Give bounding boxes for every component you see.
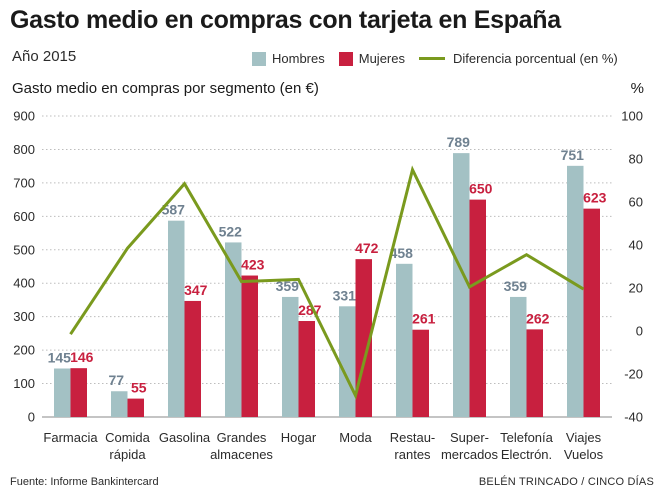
data-label-mujeres: 262	[526, 310, 550, 326]
right-axis-unit: %	[630, 80, 644, 97]
data-label-hombres: 522	[219, 223, 243, 239]
bar-hombres	[453, 153, 470, 417]
x-tick-label: Comida	[105, 430, 151, 445]
y2-tick-label: 20	[629, 281, 643, 296]
data-label-mujeres: 423	[241, 257, 265, 273]
y-tick-label: 200	[13, 343, 35, 358]
series-line-diferencia	[69, 165, 585, 400]
data-label-hombres: 587	[162, 202, 186, 218]
source-note: Fuente: Informe Bankintercard	[10, 476, 159, 488]
data-label-hombres: 789	[447, 134, 471, 150]
chart-subtitle: Año 2015	[12, 48, 77, 65]
y-tick-label: 500	[13, 242, 35, 257]
legend-swatch-diff	[419, 57, 445, 60]
data-label-mujeres: 261	[412, 311, 436, 327]
data-label-mujeres: 650	[469, 181, 493, 197]
bar-mujeres	[583, 208, 600, 417]
data-label-hombres: 77	[108, 372, 124, 388]
data-label-hombres: 458	[390, 245, 414, 261]
x-tick-label: Hogar	[281, 430, 317, 445]
data-label-mujeres: 623	[583, 190, 607, 206]
y-tick-label: 700	[13, 175, 35, 190]
y2-tick-label: -40	[624, 410, 643, 425]
data-label-hombres: 359	[504, 278, 528, 294]
author-credit: BELÉN TRINCADO / CINCO DÍAS	[478, 476, 654, 488]
data-label-hombres: 751	[561, 147, 585, 163]
legend-swatch-women	[338, 51, 353, 66]
bar-mujeres	[127, 398, 144, 417]
x-tick-label: almacenes	[210, 447, 273, 462]
x-tick-label: Vuelos	[564, 447, 604, 462]
bar-hombres	[168, 220, 185, 417]
x-tick-label: Super-	[450, 430, 489, 445]
x-tick-label: mercados	[441, 447, 499, 462]
y-tick-label: 300	[13, 309, 35, 324]
x-tick-label: Gasolina	[159, 430, 211, 445]
data-label-hombres: 359	[276, 278, 300, 294]
data-label-mujeres: 146	[70, 349, 94, 365]
bar-hombres	[567, 165, 584, 417]
legend-label-diff: Diferencia porcentual (en %)	[453, 51, 618, 66]
y-tick-label: 100	[13, 376, 35, 391]
y-tick-label: 600	[13, 209, 35, 224]
legend-item-women: Mujeres	[338, 51, 405, 66]
bar-mujeres	[412, 329, 429, 417]
x-tick-label: Grandes	[217, 430, 267, 445]
y2-tick-label: -20	[624, 367, 643, 382]
y2-tick-label: 60	[629, 195, 643, 210]
y2-tick-label: 40	[629, 238, 643, 253]
bar-mujeres	[70, 368, 87, 417]
bar-hombres	[339, 306, 356, 417]
plot-title: Gasto medio en compras por segmento (en …	[12, 80, 319, 97]
bar-hombres	[282, 296, 299, 417]
x-tick-label: Telefonía	[500, 430, 554, 445]
legend-item-men: Hombres	[252, 51, 325, 66]
y2-tick-label: 100	[621, 109, 643, 124]
y2-tick-label: 0	[636, 324, 643, 339]
legend: Hombres Mujeres Diferencia porcentual (e…	[252, 51, 632, 66]
bar-mujeres	[526, 329, 543, 417]
data-label-mujeres: 347	[184, 282, 208, 298]
legend-swatch-men	[252, 51, 266, 66]
y-tick-label: 900	[13, 109, 35, 124]
x-tick-label: Viajes	[566, 430, 602, 445]
data-label-hombres: 331	[333, 287, 357, 303]
bar-mujeres	[469, 199, 486, 417]
x-tick-label: rápida	[109, 447, 146, 462]
bar-hombres	[111, 391, 128, 417]
x-tick-label: Electrón.	[501, 447, 552, 462]
bar-hombres	[54, 368, 71, 417]
bar-mujeres	[184, 300, 201, 417]
bar-hombres	[396, 263, 413, 417]
x-tick-label: Moda	[339, 430, 372, 445]
bar-hombres	[510, 296, 527, 417]
data-label-mujeres: 55	[131, 380, 147, 396]
bar-hombres	[225, 242, 242, 417]
x-tick-label: rantes	[394, 447, 431, 462]
bar-mujeres	[298, 321, 315, 417]
legend-label-women: Mujeres	[358, 51, 405, 66]
data-label-mujeres: 472	[355, 240, 379, 256]
legend-label-men: Hombres	[272, 51, 325, 66]
y2-tick-label: 80	[629, 152, 643, 167]
legend-item-diff: Diferencia porcentual (en %)	[419, 51, 618, 66]
data-label-hombres: 145	[48, 350, 72, 366]
chart-title: Gasto medio en compras con tarjeta en Es…	[10, 6, 561, 34]
y-tick-label: 0	[28, 410, 35, 425]
x-tick-label: Restau-	[390, 430, 436, 445]
y-tick-label: 800	[13, 142, 35, 157]
bar-mujeres	[241, 275, 258, 417]
x-tick-label: Farmacia	[43, 430, 98, 445]
y-tick-label: 400	[13, 276, 35, 291]
